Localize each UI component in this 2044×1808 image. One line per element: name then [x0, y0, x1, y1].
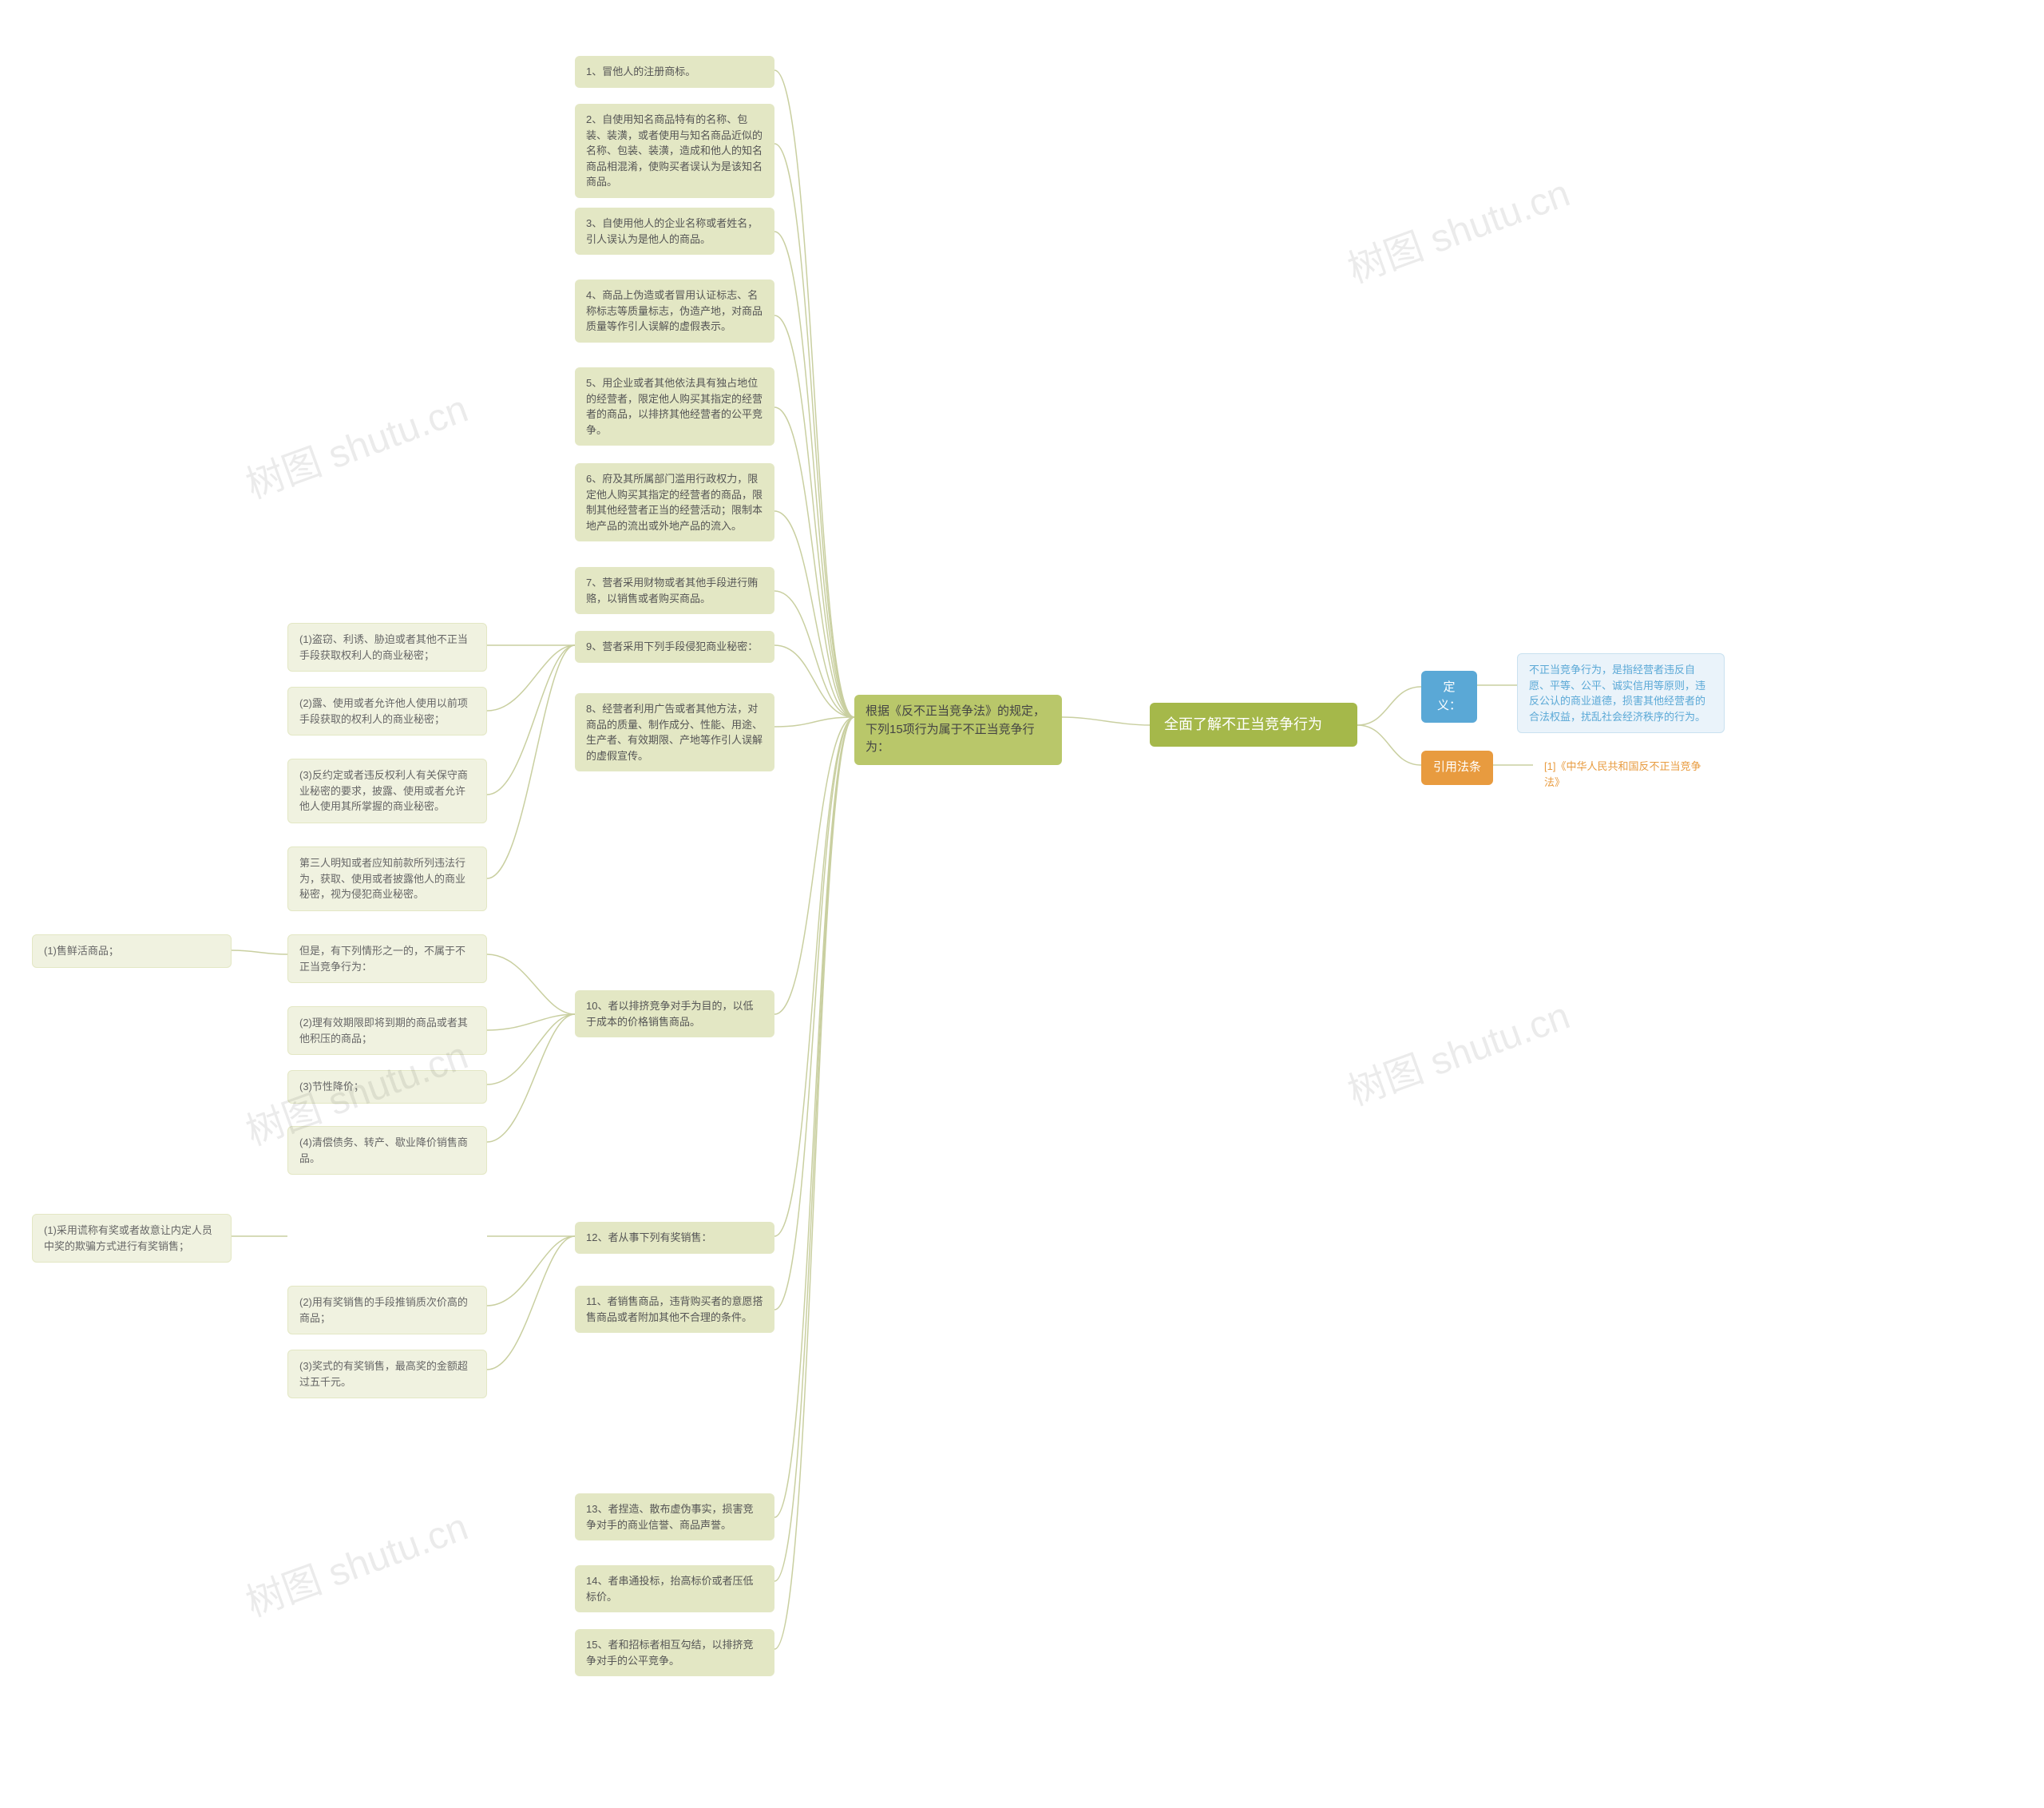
item-9-sub-2[interactable]: (2)露、使用或者允许他人使用以前项手段获取的权利人的商业秘密；: [287, 687, 487, 735]
item-12-sub-2[interactable]: (2)用有奖销售的手段推销质次价高的商品；: [287, 1286, 487, 1334]
item-14[interactable]: 14、者串通投标，抬高标价或者压低标价。: [575, 1565, 774, 1612]
law-reference-text: [1]《中华人民共和国反不正当竞争法》: [1533, 751, 1717, 798]
item-11[interactable]: 11、者销售商品，违背购买者的意愿搭售商品或者附加其他不合理的条件。: [575, 1286, 774, 1333]
item-10-note[interactable]: 但是，有下列情形之一的，不属于不正当竞争行为：: [287, 934, 487, 983]
item-10-sub-3[interactable]: (3)节性降价；: [287, 1070, 487, 1104]
item-4[interactable]: 4、商品上伪造或者冒用认证标志、名称标志等质量标志，伪造产地，对商品质量等作引人…: [575, 280, 774, 343]
item-8[interactable]: 8、经营者利用广告或者其他方法，对商品的质量、制作成分、性能、用途、生产者、有效…: [575, 693, 774, 771]
item-5[interactable]: 5、用企业或者其他依法具有独占地位的经营者，限定他人购买其指定的经营者的商品，以…: [575, 367, 774, 446]
item-12-sub-3[interactable]: (3)奖式的有奖销售，最高奖的金额超过五千元。: [287, 1350, 487, 1398]
item-9-sub-3[interactable]: (3)反约定或者违反权利人有关保守商业秘密的要求，披露、使用或者允许他人使用其所…: [287, 759, 487, 823]
item-10-sub-2[interactable]: (2)理有效期限即将到期的商品或者其他积压的商品；: [287, 1006, 487, 1055]
item-6[interactable]: 6、府及其所属部门滥用行政权力，限定他人购买其指定的经营者的商品，限制其他经营者…: [575, 463, 774, 541]
watermark: 树图 shutu.cn: [1339, 161, 1576, 293]
law-reference-label[interactable]: 引用法条: [1421, 751, 1493, 785]
item-15[interactable]: 15、者和招标者相互勾结，以排挤竞争对手的公平竞争。: [575, 1629, 774, 1676]
item-10-sub-1[interactable]: (1)售鲜活商品；: [32, 934, 232, 968]
watermark: 树图 shutu.cn: [237, 1495, 474, 1627]
item-12[interactable]: 12、者从事下列有奖销售：: [575, 1222, 774, 1254]
item-10[interactable]: 10、者以排挤竞争对手为目的，以低于成本的价格销售商品。: [575, 990, 774, 1037]
watermark: 树图 shutu.cn: [1339, 984, 1576, 1116]
item-10-sub-4[interactable]: (4)清偿债务、转产、歇业降价销售商品。: [287, 1126, 487, 1175]
root-node[interactable]: 全面了解不正当竞争行为: [1150, 703, 1357, 747]
main-list-node[interactable]: 根据《反不正当竞争法》的规定，下列15项行为属于不正当竞争行为：: [854, 695, 1062, 765]
definition-label[interactable]: 定义：: [1421, 671, 1477, 723]
mindmap-canvas: 全面了解不正当竞争行为 定义： 不正当竞争行为，是指经营者违反自愿、平等、公平、…: [0, 0, 2044, 1808]
item-7[interactable]: 7、营者采用财物或者其他手段进行贿赂，以销售或者购买商品。: [575, 567, 774, 614]
item-12-sub-1[interactable]: (1)采用谎称有奖或者故意让内定人员中奖的欺骗方式进行有奖销售；: [32, 1214, 232, 1263]
item-3[interactable]: 3、自使用他人的企业名称或者姓名，引人误认为是他人的商品。: [575, 208, 774, 255]
definition-text: 不正当竞争行为，是指经营者违反自愿、平等、公平、诚实信用等原则，违反公认的商业道…: [1517, 653, 1725, 733]
watermark: 树图 shutu.cn: [237, 377, 474, 509]
item-1[interactable]: 1、冒他人的注册商标。: [575, 56, 774, 88]
item-9[interactable]: 9、营者采用下列手段侵犯商业秘密：: [575, 631, 774, 663]
item-2[interactable]: 2、自使用知名商品特有的名称、包装、装潢，或者使用与知名商品近似的名称、包装、装…: [575, 104, 774, 198]
item-9-sub-1[interactable]: (1)盗窃、利诱、胁迫或者其他不正当手段获取权利人的商业秘密；: [287, 623, 487, 672]
item-13[interactable]: 13、者捏造、散布虚伪事实，损害竞争对手的商业信誉、商品声誉。: [575, 1493, 774, 1540]
item-9-sub-4[interactable]: 第三人明知或者应知前款所列违法行为，获取、使用或者披露他人的商业秘密，视为侵犯商…: [287, 847, 487, 911]
